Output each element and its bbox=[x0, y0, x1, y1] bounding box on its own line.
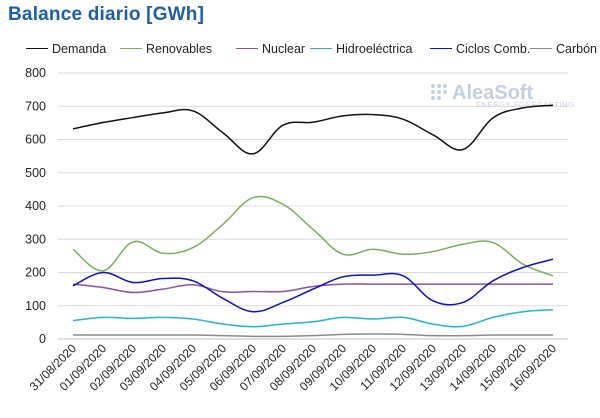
series-line-nuclear bbox=[72, 283, 553, 294]
grid-lines bbox=[58, 72, 568, 340]
legend-item: Renovables bbox=[120, 42, 212, 56]
logo-dot bbox=[431, 90, 435, 94]
y-axis-ticks: 0 100 200 300 400 500 600 700 800 bbox=[25, 66, 46, 346]
legend-label: Nuclear bbox=[262, 42, 306, 56]
y-tick-label: 300 bbox=[25, 232, 46, 246]
logo-dot bbox=[431, 84, 435, 88]
legend-label: Ciclos Comb. bbox=[456, 42, 531, 56]
y-tick-label: 100 bbox=[25, 299, 46, 313]
logo-dots-icon bbox=[431, 84, 447, 100]
y-tick-label: 600 bbox=[25, 133, 46, 147]
legend-swatch bbox=[120, 48, 142, 50]
logo-dot bbox=[437, 84, 441, 88]
chart-title: Balance diario [GWh] bbox=[8, 4, 205, 25]
logo-dot bbox=[431, 96, 435, 100]
y-tick-label: 500 bbox=[25, 166, 46, 180]
legend-swatch bbox=[236, 48, 258, 50]
y-tick-label: 0 bbox=[39, 332, 46, 346]
y-tick-label: 400 bbox=[25, 199, 46, 213]
x-axis-ticks: 31/08/202001/09/202002/09/202003/09/2020… bbox=[27, 341, 560, 394]
legend-swatch bbox=[310, 48, 332, 50]
series-lines bbox=[72, 104, 554, 338]
aleasoft-logo: AleaSoft ENERGY FORECASTING bbox=[431, 82, 575, 109]
series-line-ciclos-comb bbox=[72, 258, 554, 313]
legend-item: Demanda bbox=[26, 42, 106, 56]
legend-label: Demanda bbox=[52, 42, 107, 56]
series-line-demanda bbox=[72, 104, 554, 155]
legend-item: Hidroeléctrica bbox=[310, 42, 412, 56]
series-line-carb-n bbox=[73, 333, 553, 338]
legend-item: Carbón bbox=[530, 42, 597, 56]
legend-item: Ciclos Comb. bbox=[430, 42, 530, 56]
series-line-hidroel-ctrica bbox=[72, 308, 554, 328]
y-tick-label: 700 bbox=[25, 99, 46, 113]
legend: Demanda Renovables Nuclear Hidroeléctrica Ci… bbox=[0, 42, 600, 60]
legend-item: Nuclear bbox=[236, 42, 305, 56]
logo-name: AleaSoft bbox=[452, 82, 533, 104]
legend-label: Carbón bbox=[556, 42, 597, 56]
logo-dot bbox=[437, 96, 441, 100]
y-tick-label: 200 bbox=[25, 266, 46, 280]
legend-swatch bbox=[530, 48, 552, 50]
y-tick-label: 800 bbox=[25, 66, 46, 80]
series-line-renovables bbox=[72, 195, 554, 277]
logo-dot bbox=[437, 90, 441, 94]
logo-tagline: ENERGY FORECASTING bbox=[476, 100, 575, 109]
logo-dot bbox=[443, 84, 447, 88]
legend-label: Renovables bbox=[146, 42, 213, 56]
logo-dot bbox=[443, 90, 447, 94]
legend-swatch bbox=[26, 48, 48, 50]
legend-label: Hidroeléctrica bbox=[336, 42, 413, 56]
legend-swatch bbox=[430, 48, 452, 50]
